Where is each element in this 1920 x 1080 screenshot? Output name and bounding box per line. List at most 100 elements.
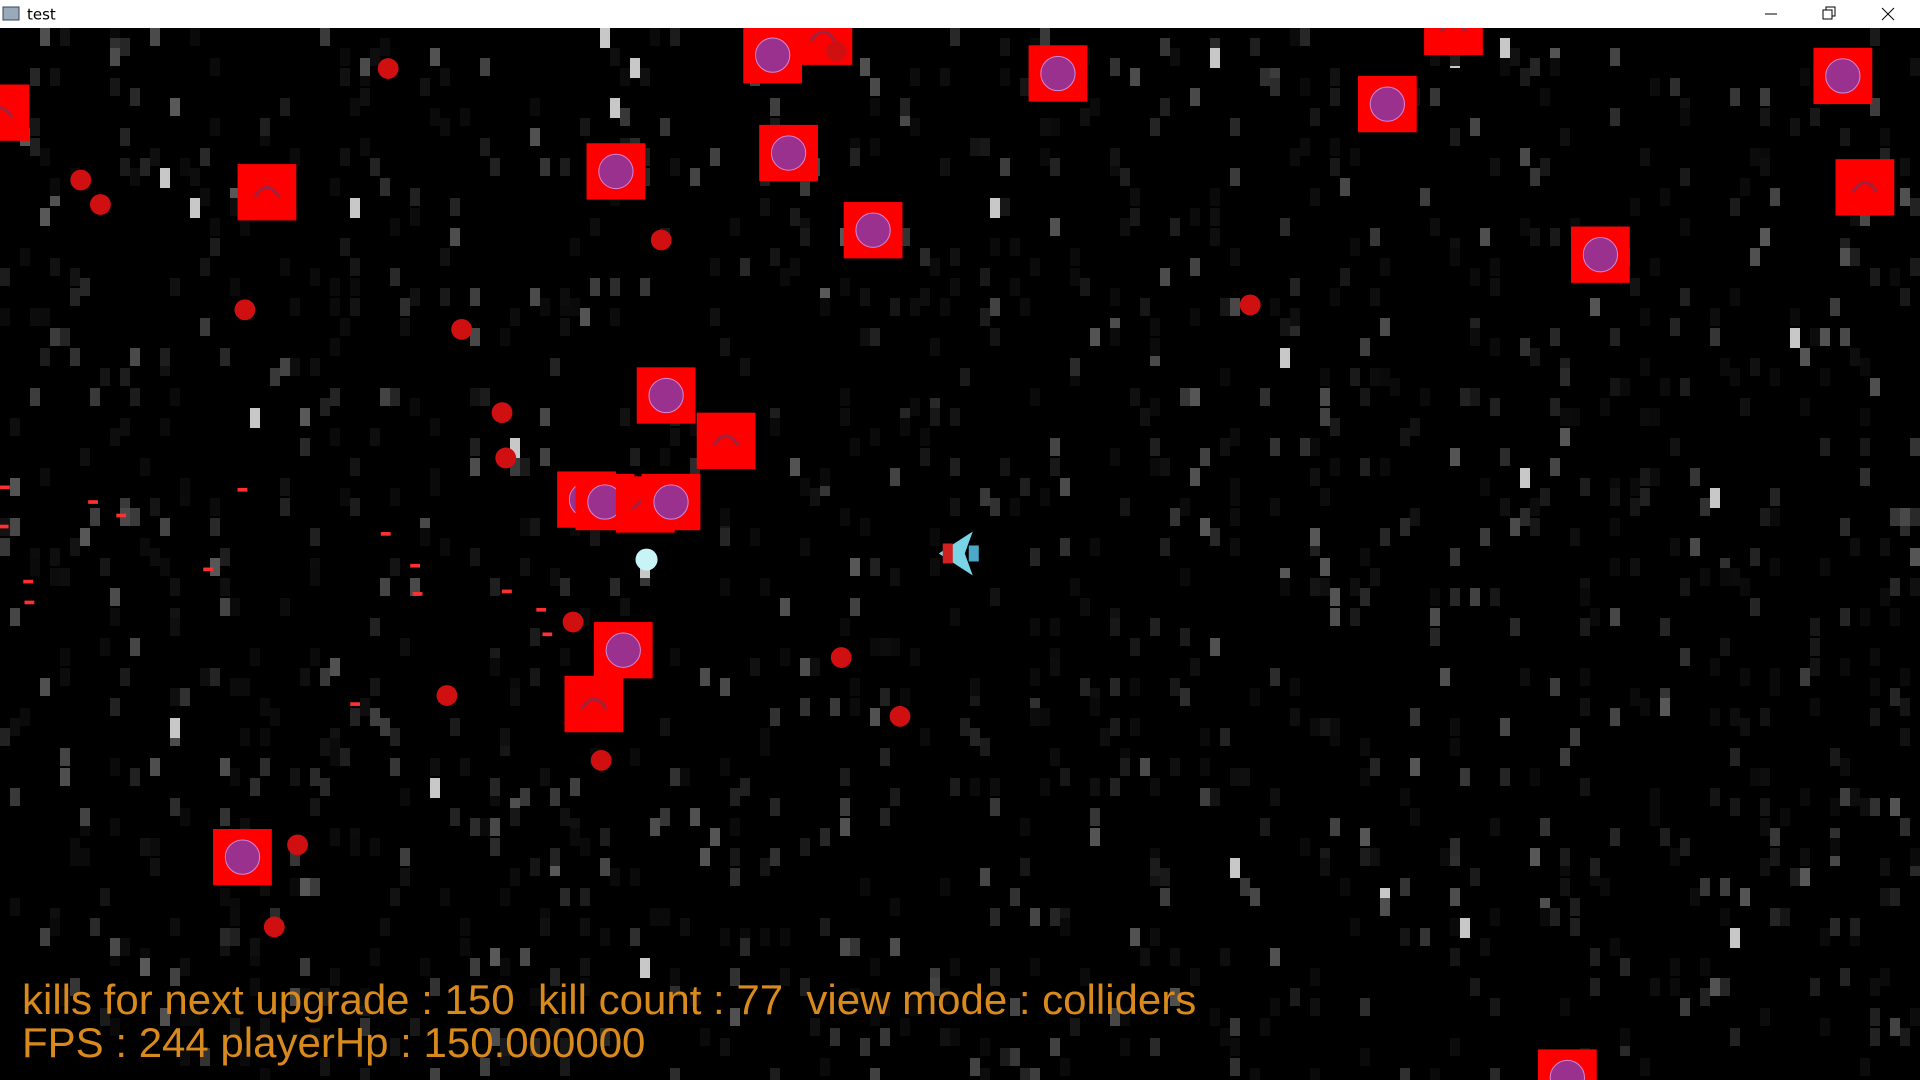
- star: [210, 118, 220, 136]
- star: [980, 138, 990, 156]
- star: [570, 818, 580, 836]
- star: [1150, 338, 1160, 356]
- close-button[interactable]: [1881, 7, 1895, 21]
- star: [1840, 128, 1850, 146]
- star: [1280, 348, 1290, 368]
- restore-button[interactable]: [1822, 6, 1836, 20]
- star: [360, 998, 370, 1016]
- star: [1050, 658, 1060, 676]
- star: [460, 758, 470, 776]
- star: [1610, 488, 1620, 506]
- player-bullet: [23, 579, 34, 584]
- star: [300, 958, 310, 976]
- star: [730, 868, 740, 886]
- star: [1050, 438, 1060, 456]
- star: [1910, 1008, 1920, 1026]
- star: [40, 28, 50, 46]
- star: [1870, 798, 1880, 816]
- star: [1610, 108, 1620, 126]
- enemy-bullet: [263, 916, 285, 938]
- star: [710, 258, 720, 276]
- star: [120, 128, 130, 146]
- star: [910, 998, 920, 1016]
- star: [1230, 858, 1240, 878]
- star: [1430, 218, 1440, 236]
- star: [330, 748, 340, 766]
- enemy-bullet: [90, 194, 111, 215]
- star: [800, 978, 810, 996]
- star: [990, 238, 1000, 256]
- star: [870, 78, 880, 96]
- star: [870, 328, 880, 346]
- star: [1560, 848, 1570, 866]
- star: [870, 138, 880, 156]
- star: [1660, 828, 1670, 846]
- star: [750, 658, 760, 676]
- star: [1880, 858, 1890, 876]
- star: [1230, 168, 1240, 186]
- star: [1370, 568, 1380, 586]
- star: [1890, 578, 1900, 596]
- star: [190, 1008, 200, 1026]
- star: [1320, 558, 1330, 576]
- star: [1430, 628, 1440, 646]
- star: [1450, 588, 1460, 606]
- star: [1270, 788, 1280, 806]
- star: [110, 428, 120, 446]
- star: [1590, 858, 1600, 876]
- star: [1300, 138, 1310, 156]
- star: [1770, 908, 1780, 926]
- star: [810, 488, 820, 506]
- star: [940, 158, 950, 176]
- star: [530, 668, 540, 686]
- star: [1160, 38, 1170, 56]
- star: [1650, 978, 1660, 996]
- star: [1800, 348, 1810, 366]
- star: [850, 558, 860, 576]
- star: [1150, 928, 1160, 946]
- star: [300, 668, 310, 686]
- star: [1810, 698, 1820, 716]
- star: [990, 198, 1000, 218]
- star: [1320, 488, 1330, 506]
- star: [1110, 618, 1120, 636]
- star: [230, 278, 240, 296]
- star: [1550, 328, 1560, 346]
- star: [1840, 238, 1850, 256]
- star: [470, 328, 480, 346]
- star: [780, 968, 790, 986]
- star: [1200, 788, 1210, 806]
- star: [1900, 508, 1910, 526]
- star: [1380, 528, 1390, 546]
- star: [180, 958, 190, 976]
- star: [1330, 158, 1340, 176]
- star: [800, 218, 810, 236]
- star: [1310, 578, 1320, 596]
- star: [1470, 328, 1480, 346]
- star: [130, 168, 140, 186]
- star: [1870, 268, 1880, 286]
- star: [610, 278, 620, 296]
- window-title: test: [27, 6, 56, 24]
- star: [240, 678, 250, 696]
- star: [1860, 438, 1870, 456]
- star: [1370, 848, 1380, 866]
- star: [610, 578, 620, 596]
- star: [430, 478, 440, 496]
- star: [870, 1008, 880, 1026]
- star: [980, 868, 990, 886]
- star: [1350, 608, 1360, 626]
- star: [1650, 798, 1660, 816]
- star: [40, 308, 50, 326]
- star: [720, 758, 730, 776]
- star: [380, 388, 390, 406]
- star: [760, 578, 770, 596]
- star: [560, 288, 570, 306]
- star: [1900, 158, 1910, 176]
- star: [360, 58, 370, 76]
- star: [1670, 958, 1680, 976]
- star: [30, 118, 40, 136]
- star: [1910, 578, 1920, 596]
- player-bullet: [350, 702, 360, 706]
